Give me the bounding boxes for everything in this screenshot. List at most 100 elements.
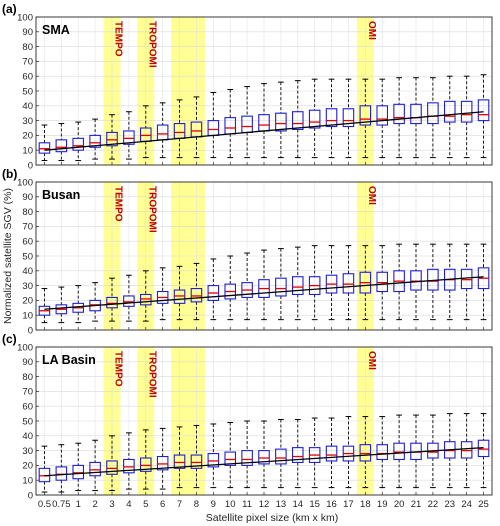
box-iqr: [207, 453, 220, 468]
box-iqr: [376, 105, 389, 126]
box-plot: [106, 114, 118, 160]
box-iqr: [393, 442, 405, 461]
box-iqr: [342, 108, 355, 128]
box-plot: [89, 439, 101, 492]
box-iqr: [55, 466, 68, 481]
region-label: SMA: [42, 23, 70, 37]
box-iqr: [325, 108, 338, 128]
sensor-label-omi: OMI: [366, 186, 377, 205]
box-plot: [224, 421, 237, 489]
y-tick-label: 20: [22, 131, 33, 142]
box-plot: [325, 245, 338, 321]
box-iqr: [123, 458, 135, 474]
box-iqr: [393, 103, 405, 125]
x-tick-label: 13: [276, 499, 287, 510]
y-tick-label: 80: [22, 42, 33, 53]
box-iqr: [275, 448, 287, 465]
y-tick-label: 90: [22, 27, 33, 38]
y-tick-label: 90: [22, 357, 33, 368]
box-iqr: [359, 105, 372, 126]
y-tick-label: 100: [17, 12, 33, 23]
box-iqr: [410, 103, 422, 125]
panel-label: (a): [2, 2, 17, 16]
y-tick-label: 80: [22, 372, 33, 383]
box-iqr: [123, 295, 135, 307]
box-iqr: [190, 454, 203, 469]
box-iqr: [38, 142, 51, 154]
x-tick-label: 9: [211, 499, 216, 510]
x-tick-label: 21: [411, 499, 422, 510]
box-plot: [359, 78, 372, 159]
trend-line: [44, 276, 484, 310]
box-plot: [275, 81, 287, 159]
box-plot: [325, 417, 338, 489]
box-plot: [38, 124, 51, 162]
x-tick-label: 20: [394, 499, 405, 510]
box-iqr: [308, 109, 321, 129]
x-tick-label: 19: [377, 499, 388, 510]
box-plot: [207, 258, 220, 321]
box-plot: [393, 243, 405, 321]
y-tick-label: 30: [22, 116, 33, 127]
x-tick-label: 4: [126, 499, 131, 510]
box-iqr: [291, 111, 304, 131]
axes-frame: [35, 181, 493, 331]
panel-1: 0 10 20 30 40 50 60 70 80 90 100 TEMPO TROPOMI OMI (a)…: [2, 2, 493, 171]
y-axis-title: Normalized satellite SGV (%): [2, 188, 14, 324]
box-iqr: [325, 445, 338, 462]
box-iqr: [72, 137, 85, 151]
box-iqr: [190, 288, 203, 303]
sensor-label-omi: OMI: [366, 351, 377, 370]
sensor-label-tropomi: TROPOMI: [146, 186, 157, 233]
axes-frame: [35, 16, 493, 166]
y-tick-label: 20: [22, 461, 33, 472]
box-plot: [376, 78, 389, 159]
y-tick-label: 50: [22, 251, 33, 262]
box-plot: [207, 423, 220, 489]
x-tick-label: 11: [242, 499, 252, 510]
panel-2: 0 10 20 30 40 50 60 70 80 90 100 TEMPO TROPOMI OMI (b)…: [2, 167, 493, 336]
x-tick-label: 17: [343, 499, 354, 510]
box-iqr: [359, 444, 372, 462]
box-plot: [72, 121, 85, 162]
sensor-label-tempo: TEMPO: [113, 21, 124, 57]
x-tick-label: 2: [92, 499, 97, 510]
box-plot: [359, 416, 372, 489]
x-tick-label: 23: [444, 499, 455, 510]
box-plot: [275, 419, 287, 489]
box-iqr: [106, 131, 118, 147]
x-tick-label: 8: [194, 499, 199, 510]
box-iqr: [258, 450, 270, 465]
sensor-label-omi: OMI: [366, 21, 377, 40]
y-tick-label: 0: [28, 490, 33, 501]
box-iqr: [291, 447, 304, 463]
box-plot: [190, 424, 203, 489]
box-iqr: [376, 444, 389, 461]
box-iqr: [460, 100, 473, 123]
box-plot: [376, 245, 389, 321]
box-plot: [123, 274, 135, 322]
x-tick-label: 6: [160, 499, 165, 510]
box-iqr: [89, 461, 101, 477]
sensor-label-tempo: TEMPO: [113, 186, 124, 222]
x-tick-label: 0.75: [52, 499, 71, 510]
box-plot: [139, 429, 152, 490]
box-plot: [359, 245, 372, 321]
box-plot: [123, 432, 135, 490]
x-axis-title: Satellite pixel size (km x km): [206, 512, 338, 524]
x-tick-label: 1: [76, 499, 81, 510]
region-label: Busan: [42, 188, 80, 202]
box-iqr: [106, 460, 118, 475]
y-tick-label: 70: [22, 57, 33, 68]
box-plot: [291, 246, 304, 321]
box-plot: [477, 243, 490, 321]
sensor-label-tropomi: TROPOMI: [146, 21, 157, 68]
box-iqr: [410, 270, 422, 291]
box-iqr: [72, 464, 85, 480]
y-tick-label: 30: [22, 281, 33, 292]
box-iqr: [477, 99, 490, 122]
y-tick-label: 10: [22, 146, 33, 157]
y-tick-label: 90: [22, 192, 33, 203]
